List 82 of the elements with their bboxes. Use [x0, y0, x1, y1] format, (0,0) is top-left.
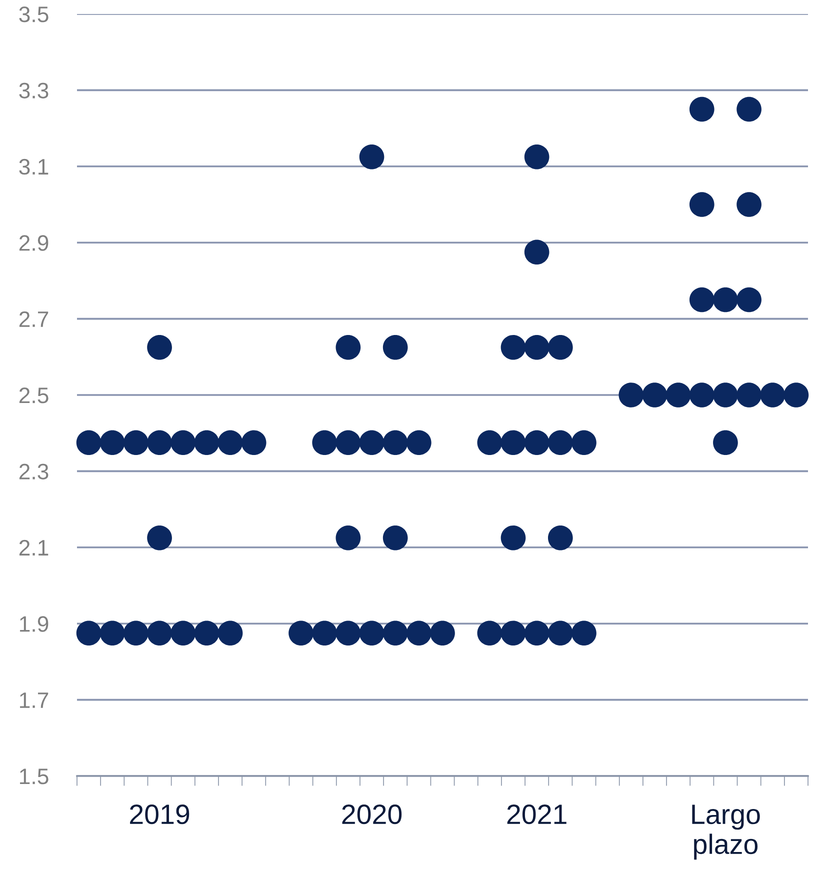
- point: [241, 430, 266, 456]
- point: [524, 240, 550, 265]
- point: [524, 334, 550, 360]
- point: [218, 430, 243, 456]
- point: [689, 192, 714, 217]
- point: [406, 620, 432, 646]
- point: [524, 620, 550, 646]
- point: [100, 430, 125, 456]
- y-tick-label: 3.1: [19, 158, 48, 175]
- point: [382, 525, 408, 550]
- point: [548, 430, 573, 456]
- y-tick-label: 2.3: [19, 464, 48, 480]
- point: [359, 430, 384, 456]
- point: [359, 620, 384, 646]
- point: [642, 382, 668, 408]
- point: [736, 192, 762, 217]
- point: [689, 382, 714, 408]
- point: [548, 620, 573, 646]
- x-tick-label: Largo plazo: [692, 804, 760, 860]
- x-tick-label: 2020: [342, 804, 402, 824]
- y-tick-label: 3.5: [19, 6, 48, 22]
- point: [548, 334, 573, 360]
- point: [713, 287, 738, 312]
- point: [500, 430, 526, 456]
- point: [477, 430, 502, 456]
- point: [713, 430, 738, 456]
- point: [382, 430, 408, 456]
- point: [312, 620, 338, 646]
- point: [689, 287, 714, 312]
- point: [382, 620, 408, 646]
- point: [100, 620, 125, 646]
- point: [736, 96, 762, 122]
- y-tick-label: 2.7: [19, 311, 48, 327]
- point: [736, 382, 762, 408]
- point: [76, 430, 102, 456]
- point: [784, 382, 809, 408]
- point: [147, 620, 172, 646]
- point: [524, 430, 550, 456]
- y-tick-label: 1.9: [20, 616, 48, 632]
- point: [689, 96, 714, 122]
- point: [713, 382, 738, 408]
- point: [382, 334, 408, 360]
- point: [618, 382, 644, 408]
- y-tick-label: 1.5: [20, 768, 48, 784]
- point: [194, 430, 220, 456]
- point: [548, 525, 573, 550]
- y-tick-label: 2.1: [19, 540, 48, 556]
- point: [406, 430, 432, 456]
- point: [147, 334, 172, 360]
- point: [76, 620, 102, 646]
- point: [194, 620, 220, 646]
- point: [170, 430, 196, 456]
- point: [572, 430, 596, 456]
- point: [147, 525, 172, 550]
- point: [336, 430, 361, 456]
- point: [500, 620, 526, 646]
- point: [430, 620, 455, 646]
- x-tick-label: 2021: [507, 804, 566, 824]
- y-tick-label: 1.7: [20, 692, 48, 708]
- point: [736, 287, 762, 312]
- point: [147, 430, 172, 456]
- point: [359, 144, 384, 170]
- point: [124, 620, 148, 646]
- x-tick-label: 2019: [130, 804, 190, 824]
- point: [760, 382, 786, 408]
- point: [336, 620, 361, 646]
- point: [170, 620, 196, 646]
- point: [500, 525, 526, 550]
- point: [572, 620, 596, 646]
- point: [312, 430, 338, 456]
- point: [524, 144, 550, 170]
- point: [336, 334, 361, 360]
- point: [500, 334, 526, 360]
- y-tick-label: 2.5: [19, 388, 48, 404]
- y-tick-label: 3.3: [19, 82, 48, 98]
- point: [124, 430, 148, 456]
- point: [477, 620, 502, 646]
- y-tick-label: 2.9: [19, 235, 48, 251]
- point: [288, 620, 314, 646]
- point: [666, 382, 691, 408]
- point: [218, 620, 243, 646]
- point: [336, 525, 361, 550]
